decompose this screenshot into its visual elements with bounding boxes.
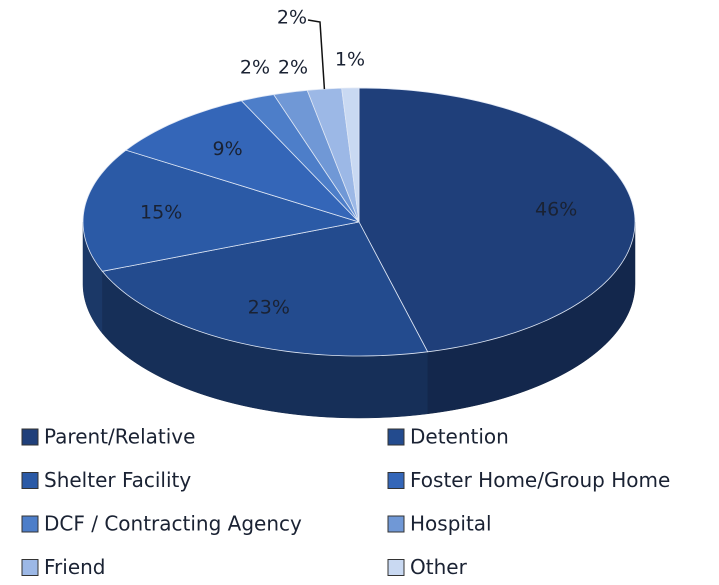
slice	[358, 87, 636, 353]
data-label: 2%	[278, 57, 308, 79]
data-label: 2%	[277, 7, 307, 29]
data-label: 9%	[213, 138, 243, 160]
data-label: 2%	[240, 57, 270, 79]
legend-label: Other	[410, 555, 468, 579]
legend-label: Shelter Facility	[44, 468, 191, 492]
slice	[125, 100, 360, 223]
slice	[101, 221, 429, 357]
slice	[341, 87, 360, 223]
legend-label: Detention	[410, 425, 509, 449]
legend-swatch	[21, 428, 39, 446]
legend-swatch	[21, 515, 39, 533]
legend-label: Parent/Relative	[44, 425, 195, 449]
slice	[82, 149, 360, 272]
slice	[306, 87, 360, 223]
legend-label: Friend	[44, 555, 106, 579]
legend-label: Foster Home/Group Home	[410, 468, 670, 492]
legend-label: DCF / Contracting Agency	[44, 512, 302, 536]
legend-swatch	[387, 472, 405, 489]
data-label: 23%	[248, 296, 290, 318]
legend-swatch	[387, 515, 405, 533]
leader-line	[307, 19, 326, 90]
data-label: 1%	[335, 49, 365, 71]
legend-swatch	[21, 472, 39, 489]
slice	[240, 94, 360, 223]
legend-swatch	[387, 559, 405, 576]
data-label: 46%	[535, 198, 577, 220]
legend-label: Hospital	[410, 512, 492, 536]
legend-swatch	[387, 428, 405, 446]
slice	[273, 89, 360, 223]
legend-swatch	[21, 559, 39, 576]
data-label: 15%	[140, 201, 182, 223]
